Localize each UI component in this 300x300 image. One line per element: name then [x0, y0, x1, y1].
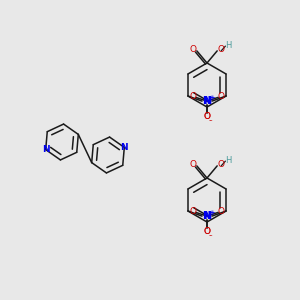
Text: O: O [203, 112, 210, 121]
Text: H: H [225, 40, 232, 50]
Text: +: + [210, 210, 215, 216]
Text: +: + [208, 94, 214, 100]
Text: O: O [204, 112, 211, 121]
Text: N: N [203, 96, 211, 106]
Text: O: O [218, 160, 225, 169]
Text: N: N [202, 211, 211, 221]
Text: -: - [210, 232, 212, 238]
Text: O: O [189, 160, 196, 169]
Text: +: + [208, 210, 214, 216]
Text: N: N [42, 145, 50, 154]
Text: O: O [218, 92, 225, 101]
Text: -: - [210, 117, 212, 123]
Text: +: + [210, 94, 215, 100]
Text: H: H [225, 156, 232, 165]
Text: O: O [189, 207, 196, 216]
Text: O: O [189, 92, 196, 101]
Text: N: N [203, 211, 211, 221]
Text: O: O [218, 45, 225, 54]
Text: -: - [209, 117, 211, 123]
Text: O: O [203, 227, 210, 236]
Text: N: N [121, 143, 128, 152]
Text: O: O [218, 207, 225, 216]
Text: O: O [189, 45, 196, 54]
Text: N: N [202, 96, 211, 106]
Text: -: - [209, 232, 211, 238]
Text: O: O [204, 227, 211, 236]
